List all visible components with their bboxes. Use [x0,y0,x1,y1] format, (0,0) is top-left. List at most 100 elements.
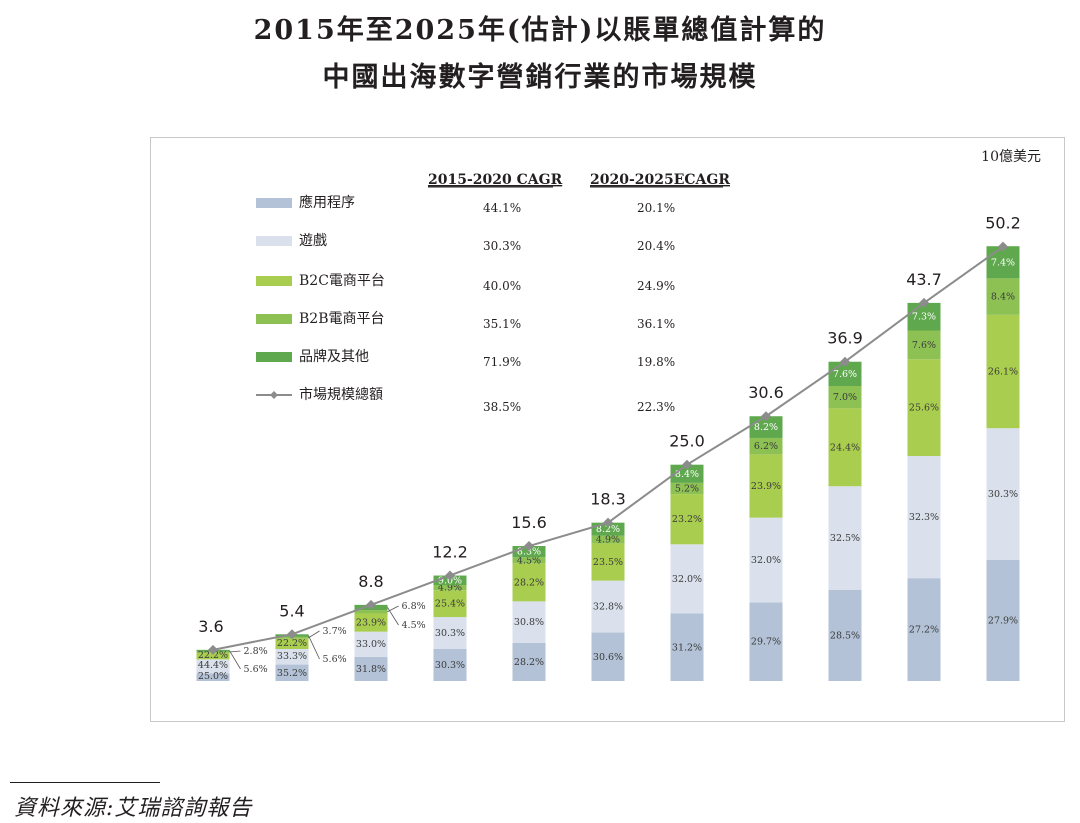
bar-segment-1-2021E [670,544,704,614]
bar-segment-2-2018 [433,590,467,618]
leader-line-b-2016 [308,635,320,660]
segment-label-0-2017: 31.8% [356,664,386,675]
footnote-divider [10,782,160,783]
segment-label-1-2018: 30.3% [435,628,465,639]
segment-label-0-2023E: 28.5% [830,631,860,642]
total-marker-2024E [919,297,929,308]
segment-label-2-2017: 23.9% [356,618,386,629]
legend-label-0: 應用程序 [299,194,355,211]
total-marker-2023E [840,356,850,367]
total-marker-2015 [208,644,218,655]
bar-segment-0-2024E [907,578,941,681]
bar-segment-3-2024E [907,330,941,360]
cagr1-2: 40.0% [483,279,521,293]
leader-line-b-2017 [387,607,399,626]
cagr1-total: 38.5% [483,400,521,414]
bar-segment-0-2020 [591,632,625,681]
total-label-2015: 3.6 [198,617,223,636]
legend-label-1: 遊戲 [299,233,327,249]
bar-segment-3-2020 [591,535,625,544]
legend-line-marker [270,391,278,399]
bar-segment-4-2019 [512,546,546,558]
total-label-2018: 12.2 [432,542,468,561]
bar-segment-0-2023E [828,590,862,681]
total-marker-2025E [998,241,1008,252]
segment-label-1-2019: 30.8% [514,617,544,628]
total-marker-2017 [366,599,376,610]
bar-segment-0-2018 [433,649,467,681]
segment-label-2-2025E: 26.1% [988,367,1018,378]
total-label-2022E: 30.6 [748,383,784,402]
bar-segment-3-2017 [354,610,388,614]
segment-label-4-2021E: 8.4% [675,469,699,480]
total-marker-2019 [524,541,534,552]
legend-label-total: 市場規模總額 [299,386,383,403]
total-marker-2021E [682,459,692,470]
bar-segment-1-2016 [275,648,309,665]
segment-label-2-2024E: 25.6% [909,403,939,414]
total-label-2023E: 36.9 [827,329,863,348]
segment-label-4-2025E: 7.4% [991,257,1015,268]
bar-segment-0-2022E [749,602,783,681]
segment-label-4-2024E: 7.3% [912,312,936,323]
legend-swatch-3 [256,314,292,324]
segment-label-0-2015: 25.0% [198,671,228,682]
outside-label-a-2015: 2.8% [244,646,268,657]
bar-segment-3-2022E [749,437,783,455]
unit-label: 10億美元 [981,149,1041,165]
segment-label-2-2023E: 24.4% [830,442,860,453]
segment-label-2-2015: 22.2% [198,650,228,661]
bar-segment-3-2019 [512,557,546,564]
segment-label-3-2019: 4.5% [517,555,541,566]
bar-segment-3-2023E [828,385,862,409]
segment-label-2-2016: 22.2% [277,638,307,649]
segment-label-1-2015: 44.4% [198,660,228,671]
segment-label-1-2024E: 32.3% [909,512,939,523]
legend-label-4: 品牌及其他 [299,348,369,365]
segment-label-2-2021E: 23.2% [672,514,702,525]
segment-label-0-2020: 30.6% [593,652,623,663]
bar-segment-2-2016 [275,638,309,649]
legend-swatch-0 [256,198,292,208]
bar-segment-1-2017 [354,631,388,657]
total-label-2019: 15.6 [511,513,547,532]
segment-label-1-2021E: 32.0% [672,574,702,585]
segment-label-3-2023E: 7.0% [833,392,857,403]
source-note: 資料來源:艾瑞諮詢報告 [14,796,253,821]
total-label-2020: 18.3 [590,490,626,509]
segment-label-0-2022E: 29.7% [751,637,781,648]
leader-line-a-2016 [308,630,320,639]
legend-swatch-1 [256,236,292,246]
segment-label-4-2018: 9.0% [438,575,462,586]
outside-label-b-2017: 4.5% [402,620,426,631]
chart-title-line-1: 2015年至2025年(估計)以賬單總值計算的 [253,15,827,46]
outside-label-b-2015: 5.6% [244,664,268,675]
segment-label-1-2020: 32.8% [593,602,623,613]
cagr-header-2: 2020-2025ECAGR [590,172,730,188]
cagr2-0: 20.1% [637,201,675,215]
segment-label-0-2024E: 27.2% [909,625,939,636]
legend-label-2: B2C電商平台 [299,273,385,289]
segment-label-3-2024E: 7.6% [912,340,936,351]
chart-frame [150,137,1065,722]
total-label-2017: 8.8 [358,572,383,591]
total-label-2024E: 43.7 [906,270,942,289]
outside-label-a-2016: 3.7% [323,626,347,637]
total-marker-2022E [761,411,771,422]
bar-segment-2-2024E [907,359,941,457]
total-label-2016: 5.4 [279,601,304,620]
segment-label-2-2022E: 23.9% [751,481,781,492]
segment-label-4-2022E: 8.2% [754,422,778,433]
bar-segment-0-2017 [354,656,388,681]
cagr1-3: 35.1% [483,317,521,331]
bar-segment-1-2023E [828,486,862,591]
total-label-2025E: 50.2 [985,214,1021,233]
bar-segment-2-2022E [749,454,783,518]
segment-label-1-2017: 33.0% [356,639,386,650]
cagr2-2: 24.9% [637,279,675,293]
total-label-2021E: 25.0 [669,432,705,451]
legend-swatch-2 [256,276,292,286]
bar-segment-1-2025E [986,428,1020,560]
segment-label-3-2021E: 5.2% [675,483,699,494]
leader-line-b-2015 [229,650,241,670]
